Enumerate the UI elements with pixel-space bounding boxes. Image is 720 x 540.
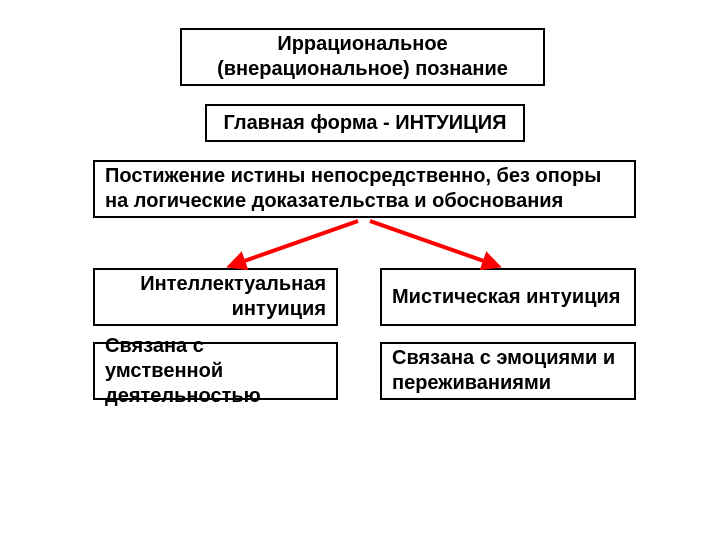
right-desc-box: Связана с эмоциями и переживаниями [380, 342, 636, 400]
left-type-text: Интеллектуальная интуиция [105, 272, 326, 322]
definition-box: Постижение истины непосредственно, без о… [93, 160, 636, 218]
definition-text: Постижение истины непосредственно, без о… [105, 164, 624, 214]
left-desc-box: Связана с умственной деятельностью [93, 342, 338, 400]
right-type-box: Мистическая интуиция [380, 268, 636, 326]
mainform-box: Главная форма - ИНТУИЦИЯ [205, 104, 525, 142]
arrow-right [370, 221, 498, 266]
mainform-text: Главная форма - ИНТУИЦИЯ [224, 111, 507, 136]
right-desc-text: Связана с эмоциями и переживаниями [392, 346, 624, 396]
title-box: Иррациональное (внерациональное) познани… [180, 28, 545, 86]
right-type-text: Мистическая интуиция [392, 285, 620, 310]
left-type-box: Интеллектуальная интуиция [93, 268, 338, 326]
left-desc-text: Связана с умственной деятельностью [105, 334, 326, 409]
title-text: Иррациональное (внерациональное) познани… [192, 32, 533, 82]
diagram-canvas: Иррациональное (внерациональное) познани… [0, 0, 720, 540]
arrow-left [230, 221, 358, 266]
